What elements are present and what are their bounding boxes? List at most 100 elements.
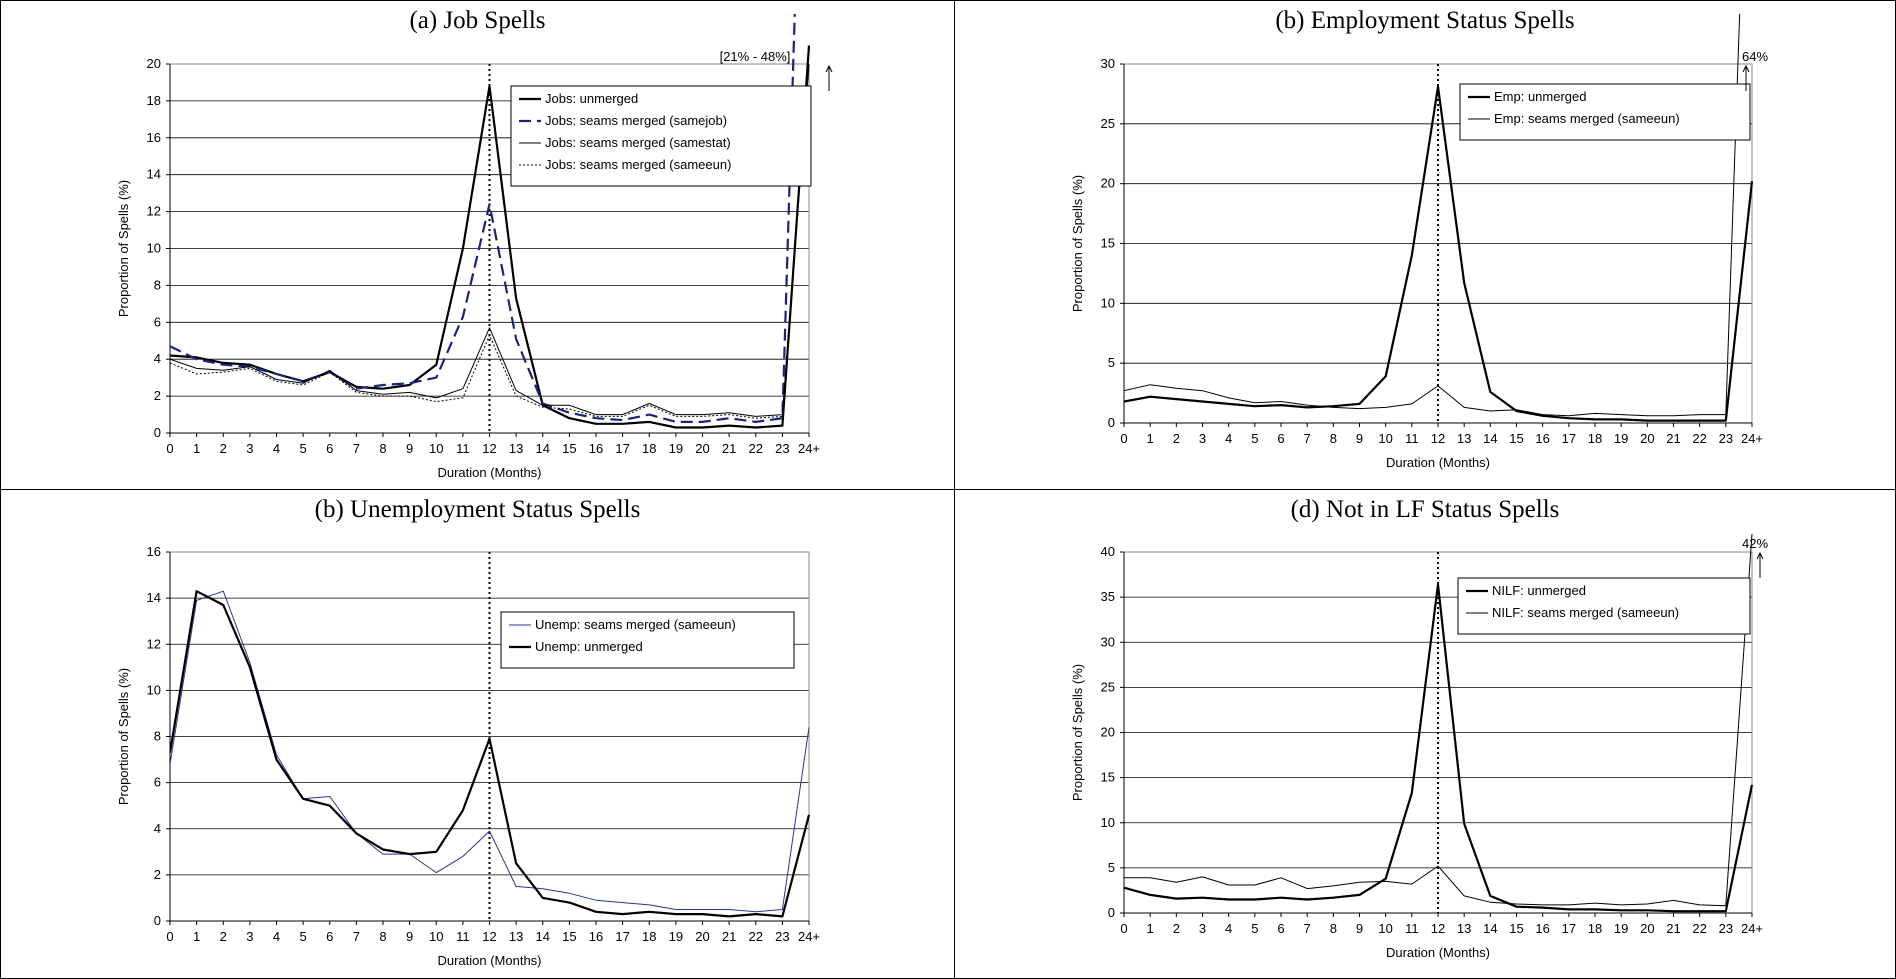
x-tick-label: 15 <box>1509 921 1523 936</box>
chart-title: (b) Employment Status Spells <box>1275 7 1575 34</box>
x-tick-label: 9 <box>1356 431 1363 446</box>
y-tick-label: 20 <box>1101 176 1115 191</box>
x-tick-label: 0 <box>1120 921 1127 936</box>
x-axis-label: Duration (Months) <box>1386 455 1490 470</box>
off-scale-annotation: 42% <box>1742 536 1768 551</box>
x-tick-label: 24+ <box>798 441 820 456</box>
x-tick-label: 5 <box>1251 921 1258 936</box>
arrow-head-icon <box>825 64 833 73</box>
chart-title: (b) Unemployment Status Spells <box>314 496 641 523</box>
y-tick-label: 6 <box>154 314 161 329</box>
x-tick-label: 23 <box>775 929 789 944</box>
x-tick-label: 17 <box>1562 921 1576 936</box>
x-tick-label: 1 <box>1147 431 1154 446</box>
series-line <box>1124 85 1754 422</box>
x-tick-label: 9 <box>406 929 413 944</box>
x-tick-label: 5 <box>1251 431 1258 446</box>
x-tick-label: 21 <box>1666 921 1680 936</box>
x-tick-label: 21 <box>722 929 736 944</box>
x-tick-label: 2 <box>220 441 227 456</box>
x-tick-label: 20 <box>1640 431 1654 446</box>
x-tick-label: 0 <box>166 929 173 944</box>
x-tick-label: 12 <box>482 929 496 944</box>
x-tick-label: 0 <box>1120 431 1127 446</box>
x-axis-label: Duration (Months) <box>1386 945 1490 960</box>
legend <box>1459 83 1751 141</box>
x-tick-label: 4 <box>1225 431 1232 446</box>
y-tick-label: 6 <box>154 775 161 790</box>
x-tick-label: 23 <box>1719 921 1733 936</box>
x-tick-label: 15 <box>1509 431 1523 446</box>
legend-entry: NILF: seams merged (sameeun) <box>1492 605 1679 620</box>
legend <box>500 611 795 669</box>
y-tick-label: 14 <box>147 590 161 605</box>
y-tick-label: 10 <box>147 241 161 256</box>
x-tick-label: 23 <box>1719 431 1733 446</box>
x-tick-label: 6 <box>1277 431 1284 446</box>
x-tick-label: 22 <box>749 929 763 944</box>
series-group <box>1124 533 1754 913</box>
y-tick-label: 4 <box>154 821 161 836</box>
y-tick-label: 16 <box>147 544 161 559</box>
x-tick-label: 18 <box>642 441 656 456</box>
x-tick-label: 22 <box>749 441 763 456</box>
y-tick-label: 0 <box>154 425 161 440</box>
x-tick-label: 14 <box>1483 921 1497 936</box>
series-line <box>170 590 811 918</box>
legend-entry: Unemp: unmerged <box>535 639 643 654</box>
x-tick-label: 22 <box>1692 431 1706 446</box>
x-tick-label: 19 <box>1614 431 1628 446</box>
y-tick-label: 15 <box>1101 770 1115 785</box>
x-tick-label: 6 <box>1277 921 1284 936</box>
off-scale-annotation: [21% - 48%] <box>720 49 791 64</box>
x-tick-label: 16 <box>589 929 603 944</box>
x-tick-label: 17 <box>615 441 629 456</box>
y-axis-label: Proportion of Spells (%) <box>116 668 131 805</box>
x-tick-label: 20 <box>1640 921 1654 936</box>
x-tick-label: 5 <box>300 441 307 456</box>
y-tick-label: 25 <box>1101 116 1115 131</box>
y-tick-label: 20 <box>147 56 161 71</box>
x-tick-label: 8 <box>379 929 386 944</box>
y-tick-label: 25 <box>1101 679 1115 694</box>
x-tick-label: 2 <box>1173 431 1180 446</box>
y-axis-label: Proportion of Spells (%) <box>116 180 131 317</box>
x-tick-label: 14 <box>536 441 550 456</box>
y-tick-label: 35 <box>1101 589 1115 604</box>
x-tick-label: 1 <box>1147 921 1154 936</box>
series-line <box>1124 583 1754 913</box>
x-tick-label: 19 <box>1614 921 1628 936</box>
x-tick-label: 14 <box>1483 431 1497 446</box>
x-tick-label: 3 <box>1199 921 1206 936</box>
x-axis-label: Duration (Months) <box>437 465 541 480</box>
x-tick-label: 10 <box>1378 921 1392 936</box>
x-tick-label: 17 <box>1562 431 1576 446</box>
x-tick-label: 10 <box>429 441 443 456</box>
legend-entry: Emp: seams merged (sameeun) <box>1494 111 1680 126</box>
x-tick-label: 8 <box>1330 431 1337 446</box>
x-tick-label: 4 <box>273 929 280 944</box>
y-tick-label: 30 <box>1101 56 1115 71</box>
legend-entry: Jobs: seams merged (sameeun) <box>545 157 731 172</box>
legend <box>510 85 812 187</box>
x-tick-label: 8 <box>1330 921 1337 936</box>
y-tick-label: 8 <box>154 729 161 744</box>
panel-employment-status-spells: (b) Employment Status Spells 0 5 10 15 20 25 3… <box>954 0 1896 490</box>
x-tick-label: 5 <box>300 929 307 944</box>
chart-title: (a) Job Spells <box>409 7 546 34</box>
x-axis-label: Duration (Months) <box>437 953 541 968</box>
x-tick-label: 8 <box>379 441 386 456</box>
panel-job-spells: (a) Job Spells 0 2 4 6 8 10 12 14 16 18 20 0 1 2 3 4 5 6 7… <box>0 0 955 490</box>
off-scale-annotation: 64% <box>1742 49 1768 64</box>
series-line <box>170 63 810 417</box>
x-tick-label: 11 <box>456 929 470 944</box>
x-tick-label: 13 <box>1457 921 1471 936</box>
x-tick-label: 3 <box>246 441 253 456</box>
x-tick-label: 12 <box>482 441 496 456</box>
legend-entry: NILF: unmerged <box>1492 583 1586 598</box>
x-tick-label: 20 <box>695 441 709 456</box>
y-tick-label: 30 <box>1101 634 1115 649</box>
